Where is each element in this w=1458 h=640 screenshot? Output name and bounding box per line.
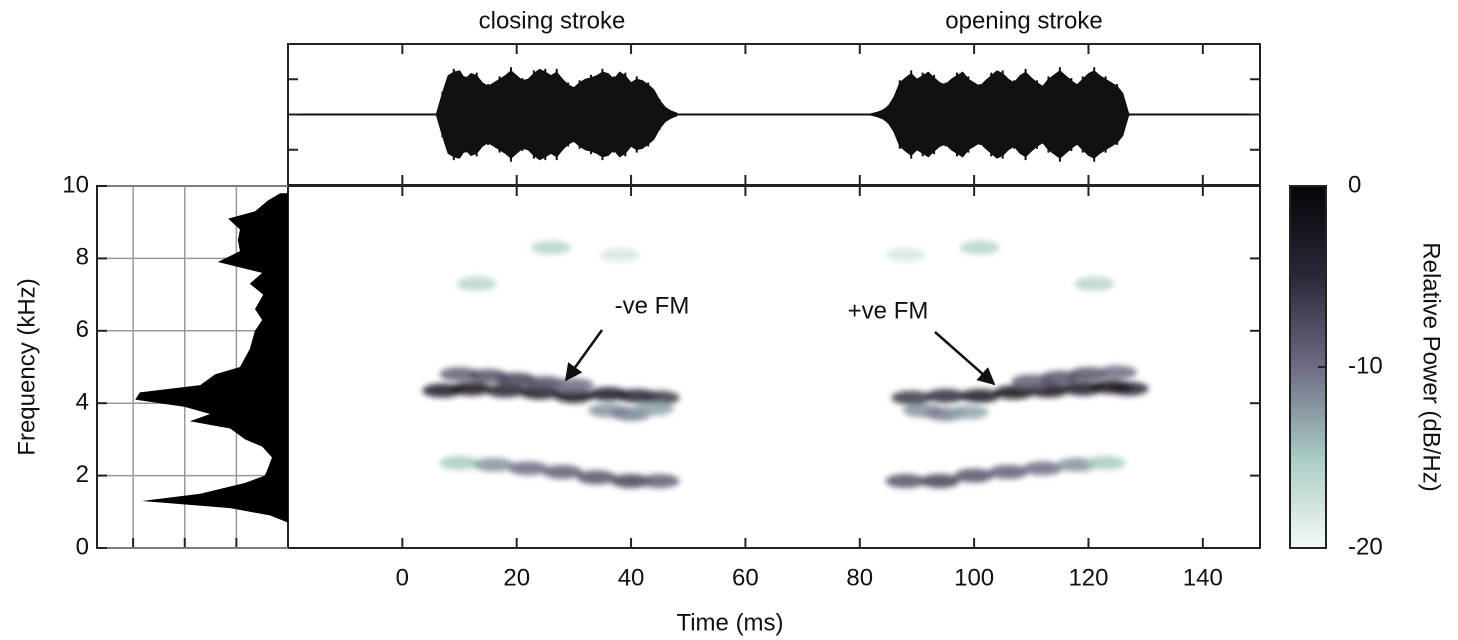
x-tick-label: 40 (618, 564, 645, 591)
opening-label: opening stroke (945, 7, 1102, 34)
waveform (870, 70, 1129, 159)
spectrogram-cell (599, 247, 640, 262)
y-tick-label: 8 (76, 244, 89, 271)
spectrogram-cell (531, 240, 572, 255)
y-tick-label: 0 (76, 533, 89, 560)
spectrogram-cell (1108, 381, 1149, 396)
spectrogram-cell (891, 390, 932, 405)
y-tick-label: 2 (76, 461, 89, 488)
spectrogram-cell (485, 383, 526, 398)
spectrogram-cell (639, 474, 680, 489)
y-tick-label: 4 (76, 389, 89, 416)
spectrogram-cell (542, 464, 583, 479)
colorbar-label: Relative Power (dB/Hz) (1418, 242, 1445, 491)
spectrogram-cell (439, 455, 480, 470)
spectrogram (422, 240, 1149, 489)
annotation: +ve FM (848, 297, 929, 324)
x-tick-label: 120 (1068, 564, 1108, 591)
spectrogram-cell (994, 385, 1035, 400)
colorbar-tick-label: 0 (1348, 171, 1361, 198)
x-tick-label: 100 (954, 564, 994, 591)
x-tick-label: 0 (396, 564, 409, 591)
spectrogram-cell (553, 378, 594, 393)
annotation: -ve FM (615, 292, 690, 319)
spectrogram-cell (553, 388, 594, 403)
spectrogram-cell (885, 247, 926, 262)
x-axis-label: Time (ms) (676, 609, 783, 636)
spectrogram-cell (925, 388, 966, 403)
x-tick-label: 60 (732, 564, 759, 591)
spectrogram-cell (988, 464, 1029, 479)
colorbar-tick-label: -10 (1348, 352, 1383, 379)
spectrogram-blobs (422, 240, 1149, 489)
x-tick-label: 140 (1183, 564, 1223, 591)
spectrogram-cell (948, 405, 989, 420)
colorbar-tick-label: -20 (1348, 533, 1383, 560)
spectrogram-cell (954, 468, 995, 483)
closing-label: closing stroke (479, 7, 626, 34)
spectrogram-cell (959, 388, 1000, 403)
annotation-arrow (934, 331, 996, 386)
spectrogram-cell (919, 474, 960, 489)
x-tick-label: 80 (846, 564, 873, 591)
spectrogram-cell (1097, 365, 1138, 380)
spectrogram-cell (1022, 461, 1063, 476)
spectrogram-cell (1085, 455, 1126, 470)
spectrogram-cell (576, 470, 617, 485)
spectrogram-cell (959, 240, 1000, 255)
annotation-arrow (564, 329, 604, 382)
spectrogram-cell (611, 474, 652, 489)
x-tick-label: 20 (503, 564, 530, 591)
y-tick-label: 10 (62, 171, 89, 198)
spectrogram-cell (885, 474, 926, 489)
spectrogram-cell (633, 401, 674, 416)
spectrogram-cell (473, 457, 514, 472)
spectrogram-cell (1074, 276, 1115, 291)
spectrum-area (135, 193, 288, 523)
spectrogram-cell (508, 461, 549, 476)
spectrogram-cell (456, 276, 497, 291)
spectrogram-cell (450, 381, 491, 396)
spectrogram-cell (639, 390, 680, 405)
y-axis-label: Frequency (kHz) (13, 278, 40, 455)
y-tick-label: 6 (76, 316, 89, 343)
